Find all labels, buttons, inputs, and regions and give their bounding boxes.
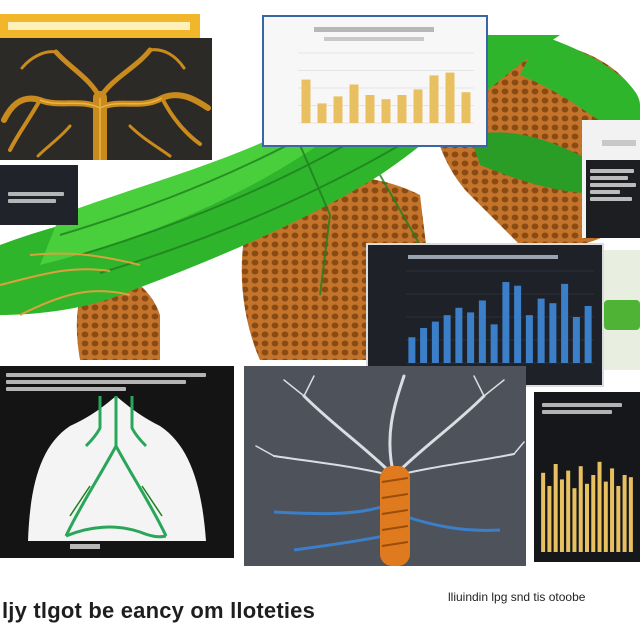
bar xyxy=(408,337,416,363)
bar xyxy=(559,479,564,552)
left-label-panel xyxy=(0,165,78,225)
bar xyxy=(597,461,602,552)
bar xyxy=(566,470,571,552)
bar xyxy=(549,303,557,363)
bar-chart-top xyxy=(262,15,488,147)
bar xyxy=(622,475,627,552)
side-text-panel xyxy=(582,120,640,238)
bar xyxy=(365,95,375,123)
bar xyxy=(490,324,498,363)
side-text-dark xyxy=(586,160,640,238)
bar-chart-top-svg xyxy=(298,52,474,124)
bar xyxy=(616,486,621,552)
lungs-caption-line xyxy=(70,544,100,549)
bar xyxy=(431,321,439,363)
green-thumbnail xyxy=(604,250,640,370)
bar xyxy=(349,84,359,123)
bar xyxy=(413,89,423,123)
bar xyxy=(628,477,633,552)
bar xyxy=(397,95,407,123)
bar xyxy=(578,466,583,552)
bar xyxy=(455,307,463,363)
bar-chart-gold-svg xyxy=(541,461,633,552)
title-banner xyxy=(0,14,200,38)
lung-icon xyxy=(28,396,206,541)
bar xyxy=(610,468,615,552)
lungs-text xyxy=(6,370,226,394)
bar xyxy=(467,312,475,363)
bar xyxy=(478,300,486,363)
banner-text-line xyxy=(8,22,190,30)
bar-chart-blue xyxy=(366,243,604,387)
bar xyxy=(514,285,522,363)
bar xyxy=(585,483,589,552)
bar xyxy=(301,79,311,123)
bar xyxy=(541,472,546,552)
bar xyxy=(525,315,533,363)
bar xyxy=(443,315,451,363)
side-text-header xyxy=(602,140,636,146)
gold-chart-text xyxy=(542,400,632,417)
bar xyxy=(547,486,552,552)
bar xyxy=(461,92,471,123)
bar xyxy=(584,305,592,363)
bar xyxy=(553,464,558,552)
bar xyxy=(445,72,455,123)
bar xyxy=(561,283,569,363)
tree-icon xyxy=(0,38,212,160)
spine-icon xyxy=(244,366,526,566)
bar xyxy=(420,328,428,363)
bar xyxy=(333,96,343,123)
caption-main: ljy tlgot be eancy om lloteties xyxy=(2,598,316,623)
bar xyxy=(502,282,510,363)
chart-subtitle-line xyxy=(324,37,424,41)
bar-chart-blue-svg xyxy=(406,270,594,364)
tree-panel xyxy=(0,38,212,160)
neural-panel xyxy=(244,366,526,566)
bar xyxy=(572,488,577,552)
bar xyxy=(537,298,545,363)
bar xyxy=(572,317,580,363)
caption-small: lliuindin lpg snd tis otoobe xyxy=(448,590,586,604)
bar xyxy=(381,99,391,123)
chart-title-line xyxy=(314,27,434,32)
bar xyxy=(603,481,608,552)
bar-chart-gold xyxy=(534,392,640,562)
chart-title-line xyxy=(408,255,558,259)
bar xyxy=(317,103,327,123)
bar xyxy=(591,475,596,552)
lungs-panel xyxy=(0,366,234,558)
bar xyxy=(429,75,439,123)
